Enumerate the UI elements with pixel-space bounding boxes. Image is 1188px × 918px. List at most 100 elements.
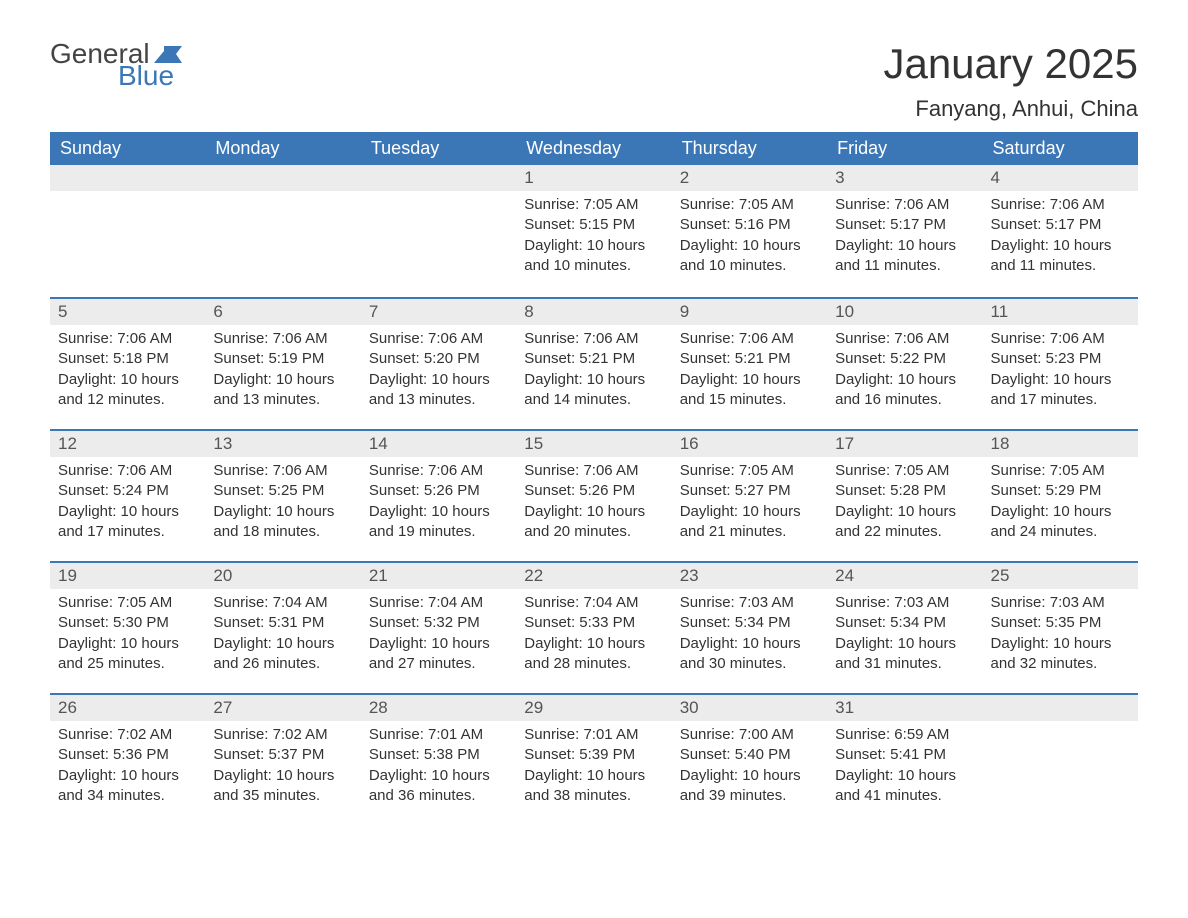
day-number: 31	[827, 695, 982, 721]
calendar-day-header: Sunday Monday Tuesday Wednesday Thursday…	[50, 132, 1138, 165]
calendar-cell	[361, 165, 516, 297]
calendar-week: 1Sunrise: 7:05 AMSunset: 5:15 PMDaylight…	[50, 165, 1138, 297]
day-number: 12	[50, 431, 205, 457]
calendar-cell: 17Sunrise: 7:05 AMSunset: 5:28 PMDayligh…	[827, 431, 982, 561]
sunset-text: Sunset: 5:41 PM	[835, 745, 974, 765]
sunrise-text: Sunrise: 7:05 AM	[991, 461, 1130, 481]
location-label: Fanyang, Anhui, China	[883, 96, 1138, 122]
day-number: 1	[516, 165, 671, 191]
daylight-text: Daylight: 10 hours and 11 minutes.	[835, 236, 974, 277]
daylight-text: Daylight: 10 hours and 35 minutes.	[213, 766, 352, 807]
sunset-text: Sunset: 5:30 PM	[58, 613, 197, 633]
day-number: 26	[50, 695, 205, 721]
sunrise-text: Sunrise: 7:00 AM	[680, 725, 819, 745]
daylight-text: Daylight: 10 hours and 24 minutes.	[991, 502, 1130, 543]
daylight-text: Daylight: 10 hours and 21 minutes.	[680, 502, 819, 543]
daylight-text: Daylight: 10 hours and 26 minutes.	[213, 634, 352, 675]
calendar-cell: 12Sunrise: 7:06 AMSunset: 5:24 PMDayligh…	[50, 431, 205, 561]
day-number: 24	[827, 563, 982, 589]
calendar-cell: 24Sunrise: 7:03 AMSunset: 5:34 PMDayligh…	[827, 563, 982, 693]
day-body: Sunrise: 7:03 AMSunset: 5:35 PMDaylight:…	[983, 589, 1138, 684]
day-number: 4	[983, 165, 1138, 191]
day-number: 25	[983, 563, 1138, 589]
sunset-text: Sunset: 5:25 PM	[213, 481, 352, 501]
page-title: January 2025	[883, 40, 1138, 88]
day-number: 15	[516, 431, 671, 457]
day-number: 14	[361, 431, 516, 457]
day-body: Sunrise: 7:04 AMSunset: 5:33 PMDaylight:…	[516, 589, 671, 684]
daylight-text: Daylight: 10 hours and 17 minutes.	[58, 502, 197, 543]
calendar-cell: 28Sunrise: 7:01 AMSunset: 5:38 PMDayligh…	[361, 695, 516, 825]
day-body: Sunrise: 7:05 AMSunset: 5:28 PMDaylight:…	[827, 457, 982, 552]
daylight-text: Daylight: 10 hours and 14 minutes.	[524, 370, 663, 411]
sunrise-text: Sunrise: 7:04 AM	[213, 593, 352, 613]
day-number: 30	[672, 695, 827, 721]
sunset-text: Sunset: 5:33 PM	[524, 613, 663, 633]
day-number: 29	[516, 695, 671, 721]
day-body: Sunrise: 7:06 AMSunset: 5:23 PMDaylight:…	[983, 325, 1138, 420]
day-number: 3	[827, 165, 982, 191]
day-body: Sunrise: 7:03 AMSunset: 5:34 PMDaylight:…	[672, 589, 827, 684]
sunrise-text: Sunrise: 7:05 AM	[524, 195, 663, 215]
calendar-cell: 14 Sunrise: 7:06 AMSunset: 5:26 PMDayligh…	[361, 431, 516, 561]
day-body: Sunrise: 7:03 AMSunset: 5:34 PMDaylight:…	[827, 589, 982, 684]
sunrise-text: Sunrise: 7:03 AM	[835, 593, 974, 613]
daylight-text: Daylight: 10 hours and 30 minutes.	[680, 634, 819, 675]
day-number: 21	[361, 563, 516, 589]
calendar-cell: 21Sunrise: 7:04 AMSunset: 5:32 PMDayligh…	[361, 563, 516, 693]
sunrise-text: Sunrise: 7:06 AM	[213, 461, 352, 481]
calendar-cell: 5Sunrise: 7:06 AMSunset: 5:18 PMDaylight…	[50, 299, 205, 429]
calendar-cell: 10Sunrise: 7:06 AMSunset: 5:22 PMDayligh…	[827, 299, 982, 429]
day-body: Sunrise: 7:05 AMSunset: 5:15 PMDaylight:…	[516, 191, 671, 286]
daylight-text: Daylight: 10 hours and 19 minutes.	[369, 502, 508, 543]
calendar-body: 1Sunrise: 7:05 AMSunset: 5:15 PMDaylight…	[50, 165, 1138, 825]
calendar-cell: 7Sunrise: 7:06 AMSunset: 5:20 PMDaylight…	[361, 299, 516, 429]
sunset-text: Sunset: 5:38 PM	[369, 745, 508, 765]
day-body: Sunrise: 7:06 AMSunset: 5:24 PMDaylight:…	[50, 457, 205, 552]
daylight-text: Daylight: 10 hours and 25 minutes.	[58, 634, 197, 675]
sunrise-text: Sunrise: 7:05 AM	[680, 461, 819, 481]
logo: General Blue	[50, 40, 184, 90]
sunrise-text: Sunrise: 7:01 AM	[369, 725, 508, 745]
daylight-text: Daylight: 10 hours and 12 minutes.	[58, 370, 197, 411]
daylight-text: Daylight: 10 hours and 10 minutes.	[680, 236, 819, 277]
sunset-text: Sunset: 5:17 PM	[991, 215, 1130, 235]
day-body: Sunrise: 7:04 AMSunset: 5:32 PMDaylight:…	[361, 589, 516, 684]
sunset-text: Sunset: 5:26 PM	[369, 481, 508, 501]
day-number: 28	[361, 695, 516, 721]
sunrise-text: Sunrise: 7:06 AM	[524, 461, 663, 481]
sunset-text: Sunset: 5:28 PM	[835, 481, 974, 501]
sunrise-text: Sunrise: 7:01 AM	[524, 725, 663, 745]
sunrise-text: Sunrise: 7:06 AM	[835, 195, 974, 215]
calendar-cell: 29Sunrise: 7:01 AMSunset: 5:39 PMDayligh…	[516, 695, 671, 825]
calendar-cell	[50, 165, 205, 297]
day-body: Sunrise: 7:05 AMSunset: 5:30 PMDaylight:…	[50, 589, 205, 684]
calendar-cell: 16Sunrise: 7:05 AMSunset: 5:27 PMDayligh…	[672, 431, 827, 561]
daylight-text: Daylight: 10 hours and 39 minutes.	[680, 766, 819, 807]
day-body: Sunrise: 7:06 AMSunset: 5:21 PMDaylight:…	[672, 325, 827, 420]
day-body: Sunrise: 7:05 AMSunset: 5:16 PMDaylight:…	[672, 191, 827, 286]
sunset-text: Sunset: 5:39 PM	[524, 745, 663, 765]
sunset-text: Sunset: 5:34 PM	[680, 613, 819, 633]
day-header-fri: Friday	[827, 132, 982, 165]
day-number: 10	[827, 299, 982, 325]
daylight-text: Daylight: 10 hours and 27 minutes.	[369, 634, 508, 675]
header: General Blue January 2025 Fanyang, Anhui…	[50, 40, 1138, 122]
sunset-text: Sunset: 5:23 PM	[991, 349, 1130, 369]
daylight-text: Daylight: 10 hours and 17 minutes.	[991, 370, 1130, 411]
calendar-cell: 27Sunrise: 7:02 AMSunset: 5:37 PMDayligh…	[205, 695, 360, 825]
sunset-text: Sunset: 5:35 PM	[991, 613, 1130, 633]
day-body: Sunrise: 7:02 AMSunset: 5:36 PMDaylight:…	[50, 721, 205, 816]
day-number: 20	[205, 563, 360, 589]
day-number: 2	[672, 165, 827, 191]
sunset-text: Sunset: 5:21 PM	[524, 349, 663, 369]
calendar-week: 26Sunrise: 7:02 AMSunset: 5:36 PMDayligh…	[50, 693, 1138, 825]
day-body: Sunrise: 7:05 AMSunset: 5:29 PMDaylight:…	[983, 457, 1138, 552]
sunrise-text: Sunrise: 7:05 AM	[835, 461, 974, 481]
day-number: 7	[361, 299, 516, 325]
sunrise-text: Sunrise: 7:06 AM	[369, 461, 508, 481]
daylight-text: Daylight: 10 hours and 28 minutes.	[524, 634, 663, 675]
calendar-cell	[205, 165, 360, 297]
day-number: 23	[672, 563, 827, 589]
calendar-cell: 6Sunrise: 7:06 AMSunset: 5:19 PMDaylight…	[205, 299, 360, 429]
